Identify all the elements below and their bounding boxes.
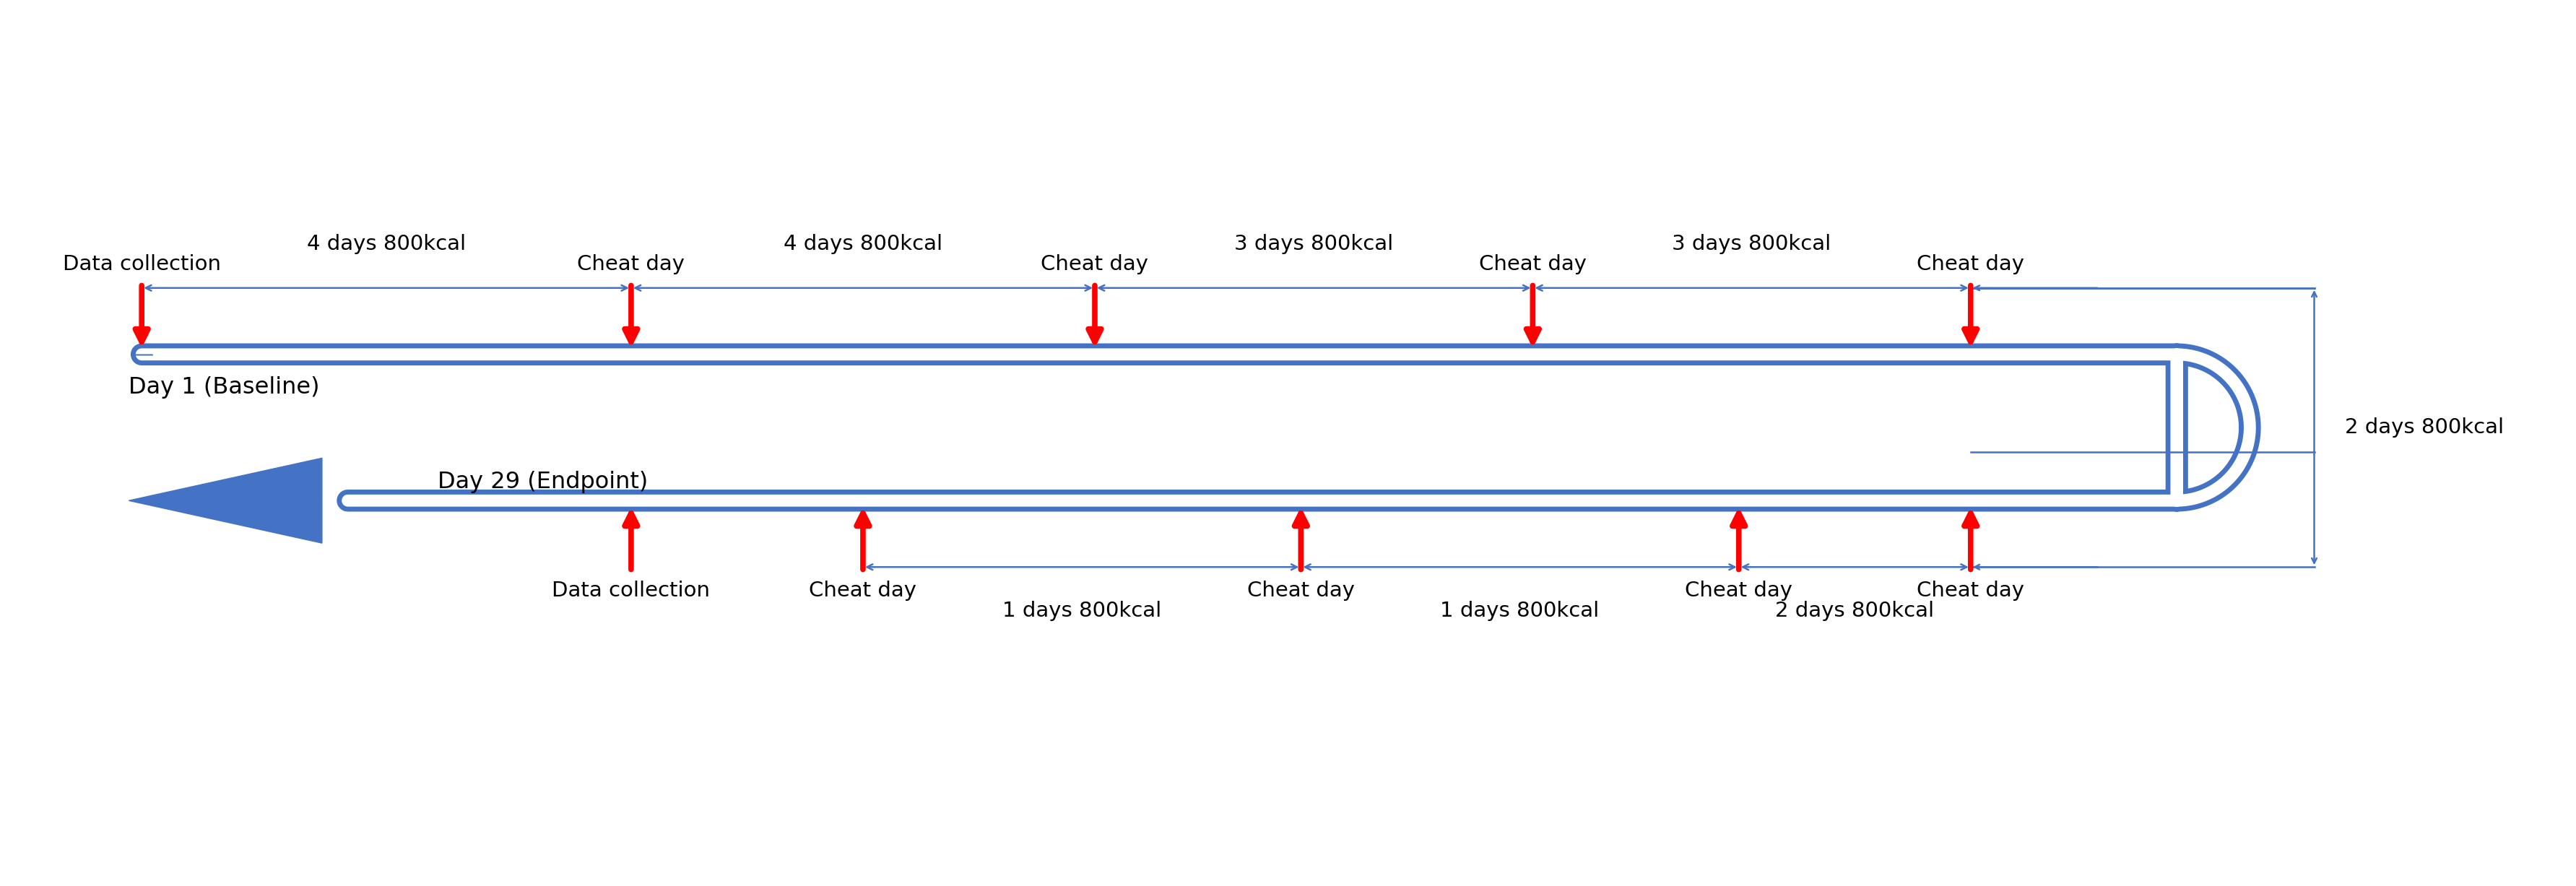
Text: Day 29 (Endpoint): Day 29 (Endpoint) bbox=[438, 471, 649, 494]
Text: 4 days 800kcal: 4 days 800kcal bbox=[783, 234, 943, 254]
Text: Cheat day: Cheat day bbox=[1247, 580, 1355, 601]
Text: Data collection: Data collection bbox=[551, 580, 711, 601]
Text: 4 days 800kcal: 4 days 800kcal bbox=[307, 234, 466, 254]
Text: Cheat day: Cheat day bbox=[577, 254, 685, 275]
Text: Day 1 (Baseline): Day 1 (Baseline) bbox=[129, 377, 319, 399]
Text: Data collection: Data collection bbox=[62, 254, 222, 275]
Text: 1 days 800kcal: 1 days 800kcal bbox=[1002, 601, 1162, 621]
Text: Cheat day: Cheat day bbox=[1479, 254, 1587, 275]
Text: 3 days 800kcal: 3 days 800kcal bbox=[1234, 234, 1394, 254]
Text: Cheat day: Cheat day bbox=[809, 580, 917, 601]
Text: Cheat day: Cheat day bbox=[1685, 580, 1793, 601]
Text: 2 days 800kcal: 2 days 800kcal bbox=[1775, 601, 1935, 621]
Text: Cheat day: Cheat day bbox=[1917, 580, 2025, 601]
Text: 1 days 800kcal: 1 days 800kcal bbox=[1440, 601, 1600, 621]
Text: 2 days 800kcal: 2 days 800kcal bbox=[2344, 417, 2504, 438]
Text: Cheat day: Cheat day bbox=[1041, 254, 1149, 275]
Text: Cheat day: Cheat day bbox=[1917, 254, 2025, 275]
Text: 3 days 800kcal: 3 days 800kcal bbox=[1672, 234, 1832, 254]
Polygon shape bbox=[129, 458, 322, 543]
